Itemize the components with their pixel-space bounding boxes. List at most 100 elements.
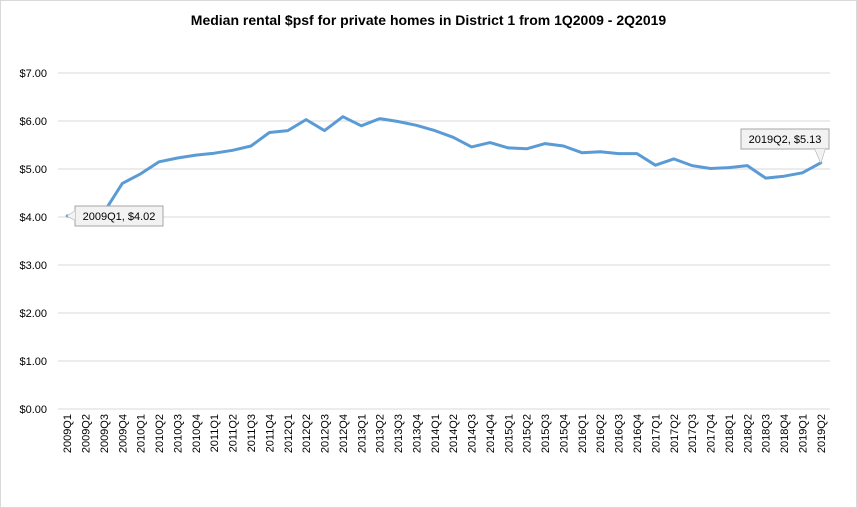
data-point <box>415 124 418 127</box>
data-point <box>727 166 730 169</box>
x-tick-label: 2018Q1 <box>724 414 736 453</box>
y-tick-label: $5.00 <box>19 164 47 176</box>
x-tick-label: 2014Q3 <box>467 414 479 453</box>
x-tick-label: 2016Q2 <box>595 414 607 453</box>
data-point <box>783 175 786 178</box>
x-tick-label: 2014Q4 <box>485 414 497 453</box>
x-tick-label: 2018Q2 <box>742 414 754 453</box>
y-tick-label: $4.00 <box>19 212 47 224</box>
data-point <box>176 156 179 159</box>
data-point <box>397 120 400 123</box>
data-point <box>672 157 675 160</box>
x-tick-label: 2017Q2 <box>669 414 681 453</box>
x-tick-label: 2015Q3 <box>540 414 552 453</box>
data-point <box>231 149 234 152</box>
data-point <box>580 151 583 154</box>
data-point <box>250 144 253 147</box>
data-point <box>599 150 602 153</box>
data-point <box>801 171 804 174</box>
data-point <box>194 154 197 157</box>
x-tick-label: 2017Q4 <box>706 414 718 453</box>
x-tick-label: 2009Q2 <box>81 414 93 453</box>
x-tick-label: 2018Q4 <box>779 414 791 453</box>
series-line <box>65 115 823 218</box>
data-point <box>121 182 124 185</box>
x-tick-label: 2009Q4 <box>117 414 129 453</box>
x-tick-label: 2017Q3 <box>687 414 699 453</box>
data-point <box>378 117 381 120</box>
chart-title: Median rental $psf for private homes in … <box>190 12 667 28</box>
x-tick-label: 2010Q1 <box>136 414 148 453</box>
data-point <box>617 152 620 155</box>
data-point <box>158 160 161 163</box>
x-tick-label: 2009Q1 <box>62 414 74 453</box>
x-tick-label: 2015Q1 <box>503 414 515 453</box>
x-tick-label: 2013Q1 <box>356 414 368 453</box>
data-point <box>488 141 491 144</box>
x-tick-label: 2012Q2 <box>301 414 313 453</box>
series-layer <box>65 115 823 218</box>
x-tick-label: 2014Q1 <box>430 414 442 453</box>
x-tick-label: 2018Q3 <box>761 414 773 453</box>
data-point <box>507 146 510 149</box>
x-tick-label: 2009Q3 <box>99 414 111 453</box>
x-tick-label: 2016Q1 <box>577 414 589 453</box>
gridlines <box>58 72 830 410</box>
x-tick-label: 2015Q2 <box>522 414 534 453</box>
x-tick-label: 2017Q1 <box>650 414 662 453</box>
data-point <box>709 167 712 170</box>
x-tick-label: 2013Q4 <box>411 414 423 453</box>
x-tick-label: 2016Q4 <box>632 414 644 453</box>
x-tick-label: 2010Q2 <box>154 414 166 453</box>
data-point <box>323 129 326 132</box>
x-tick-label: 2014Q2 <box>448 414 460 453</box>
y-tick-label: $3.00 <box>19 260 47 272</box>
data-callout: 2009Q1, $4.02 <box>66 205 164 227</box>
x-tick-label: 2019Q1 <box>797 414 809 453</box>
data-point <box>764 177 767 180</box>
data-point <box>470 145 473 148</box>
data-point <box>360 124 363 127</box>
data-point <box>544 142 547 145</box>
data-point <box>636 152 639 155</box>
data-point <box>286 129 289 132</box>
y-tick-label: $0.00 <box>19 404 47 416</box>
x-tick-label: 2013Q2 <box>375 414 387 453</box>
data-point <box>213 152 216 155</box>
x-tick-label: 2011Q2 <box>228 414 240 452</box>
x-tick-label: 2015Q4 <box>558 414 570 453</box>
data-callouts: 2009Q1, $4.02 2019Q2, $5.13 <box>66 128 830 227</box>
callout-label: 2019Q2, $5.13 <box>749 134 822 146</box>
y-tick-label: $6.00 <box>19 116 47 128</box>
x-tick-label: 2010Q4 <box>191 414 203 453</box>
x-tick-label: 2016Q3 <box>614 414 626 453</box>
x-tick-label: 2011Q4 <box>264 414 276 452</box>
data-point <box>452 136 455 139</box>
x-tick-label: 2019Q2 <box>816 414 828 453</box>
x-tick-label: 2011Q3 <box>246 414 258 452</box>
data-callout: 2019Q2, $5.13 <box>740 128 830 165</box>
data-point <box>525 147 528 150</box>
data-point <box>562 144 565 147</box>
y-axis-tick-labels: $0.00 $1.00 $2.00 $3.00 $4.00 $5.00 $6.00 $7.00 <box>19 68 47 416</box>
x-tick-label: 2012Q3 <box>320 414 332 453</box>
data-point <box>691 164 694 167</box>
y-tick-label: $1.00 <box>19 356 47 368</box>
data-point <box>268 131 271 134</box>
data-point <box>654 164 657 167</box>
y-tick-label: $7.00 <box>19 68 47 80</box>
x-tick-label: 2011Q1 <box>209 414 221 452</box>
data-point <box>433 129 436 132</box>
x-tick-label: 2012Q1 <box>283 414 295 453</box>
x-axis-tick-labels: 2009Q1 2009Q2 2009Q3 2009Q4 2010Q1 2010Q2 2010… <box>62 414 828 453</box>
data-point <box>139 172 142 175</box>
x-tick-label: 2012Q4 <box>338 414 350 453</box>
callout-label: 2009Q1, $4.02 <box>83 211 156 223</box>
data-point <box>305 118 308 121</box>
data-point <box>341 115 344 118</box>
data-point <box>746 164 749 167</box>
x-tick-label: 2010Q3 <box>172 414 184 453</box>
x-tick-label: 2013Q3 <box>393 414 405 453</box>
